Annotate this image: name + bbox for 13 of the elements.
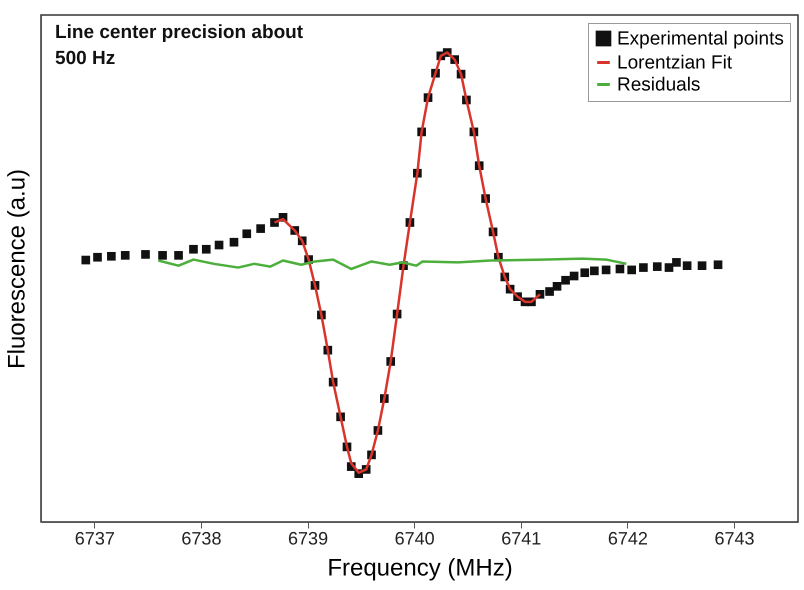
x-tick-label: 6742 xyxy=(608,528,648,548)
x-tick-label: 6740 xyxy=(394,528,435,548)
x-tick-label: 6741 xyxy=(501,528,542,548)
y-axis-title: Fluorescence (a.u) xyxy=(4,168,30,370)
legend-label: Experimental points xyxy=(617,28,784,50)
annotation: Line center precision about 500 Hz xyxy=(55,22,304,69)
x-tick-label: 6739 xyxy=(288,528,328,548)
legend-label: Lorentzian Fit xyxy=(617,52,733,74)
x-axis-title: Frequency (MHz) xyxy=(327,554,513,582)
x-tick-label: 6743 xyxy=(714,528,755,548)
x-tick-label: 6738 xyxy=(181,528,222,548)
legend-label: Residuals xyxy=(617,74,700,96)
x-tick-label: 6737 xyxy=(74,528,115,548)
